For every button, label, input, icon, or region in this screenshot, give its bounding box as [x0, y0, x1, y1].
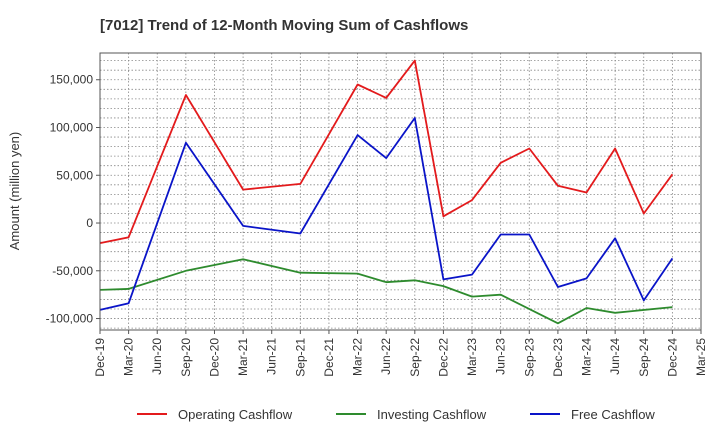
x-tick-label: Mar-22: [351, 338, 365, 376]
chart-title: [7012] Trend of 12-Month Moving Sum of C…: [100, 17, 468, 34]
x-tick-label: Dec-20: [207, 338, 221, 377]
y-tick-label: -100,000: [46, 312, 94, 326]
x-tick-label: Sep-23: [522, 338, 536, 377]
y-tick-label: 100,000: [50, 121, 94, 135]
x-axis-ticks: Dec-19 Mar-20 Jun-20 Sep-20 Dec-20 Mar-21 Jun-…: [93, 330, 708, 377]
x-tick-label: Jun-20: [150, 338, 164, 375]
x-tick-label: Dec-19: [93, 338, 107, 377]
x-tick-label: Jun-24: [608, 338, 622, 375]
series-line-free-cashflow: [99, 117, 674, 311]
x-tick-label: Mar-25: [694, 338, 708, 376]
x-tick-label: Mar-21: [236, 338, 250, 376]
x-tick-label: Mar-20: [122, 338, 136, 376]
plot-area-frame: [99, 52, 702, 331]
x-tick-label: Sep-20: [179, 338, 193, 377]
x-tick-label: Dec-23: [551, 338, 565, 377]
x-tick-label: Mar-23: [465, 338, 479, 376]
x-tick-label: Sep-22: [408, 338, 422, 377]
legend-label: Free Cashflow: [571, 407, 655, 422]
y-tick-label: 50,000: [56, 168, 93, 182]
x-tick-label: Dec-21: [322, 338, 336, 377]
x-tick-label: Dec-22: [436, 338, 450, 377]
y-tick-label: 150,000: [50, 73, 94, 87]
x-tick-label: Dec-24: [665, 338, 679, 377]
y-axis-ticks: -100,000 -50,000 0 50,000 100,000 150,000: [46, 73, 100, 326]
legend: Operating Cashflow Investing Cashflow Free…: [137, 407, 655, 422]
x-tick-label: Sep-21: [293, 338, 307, 377]
series-lines: [99, 59, 674, 325]
y-tick-label: -50,000: [52, 264, 93, 278]
grid-lines: [100, 53, 701, 330]
legend-label: Operating Cashflow: [178, 407, 293, 422]
legend-label: Investing Cashflow: [377, 407, 487, 422]
x-tick-label: Jun-21: [265, 338, 279, 375]
series-line-operating-cashflow: [99, 59, 674, 244]
y-axis-label: Amount (million yen): [7, 132, 22, 251]
y-tick-label: 0: [86, 216, 93, 230]
x-tick-label: Sep-24: [637, 338, 651, 377]
x-tick-label: Jun-22: [379, 338, 393, 375]
x-tick-label: Mar-24: [580, 338, 594, 376]
x-tick-label: Jun-23: [494, 338, 508, 375]
series-line-investing-cashflow: [99, 258, 673, 325]
